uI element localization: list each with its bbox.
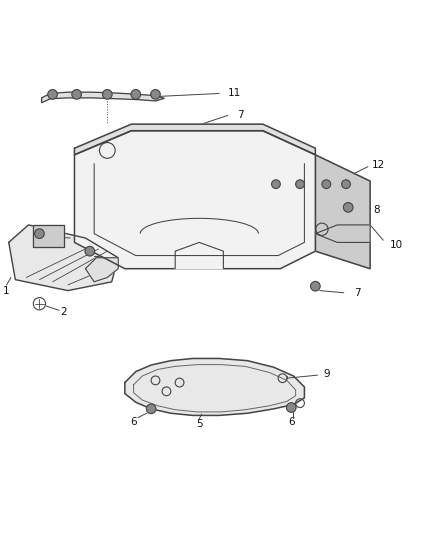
Circle shape — [48, 90, 57, 99]
Text: 4: 4 — [71, 233, 78, 243]
Text: 7: 7 — [353, 288, 360, 298]
Circle shape — [311, 281, 320, 291]
Polygon shape — [74, 124, 315, 155]
Circle shape — [151, 90, 160, 99]
Polygon shape — [175, 243, 223, 269]
Circle shape — [35, 229, 44, 238]
Text: 1: 1 — [3, 286, 10, 296]
Text: 11: 11 — [228, 88, 241, 99]
Text: 6: 6 — [130, 417, 137, 427]
Polygon shape — [125, 359, 304, 415]
Polygon shape — [9, 225, 118, 290]
Polygon shape — [267, 172, 350, 183]
Circle shape — [146, 404, 156, 414]
Text: 5: 5 — [196, 419, 203, 429]
Circle shape — [85, 246, 95, 256]
Circle shape — [343, 203, 353, 212]
Text: 7: 7 — [237, 110, 244, 120]
Polygon shape — [315, 155, 370, 269]
Text: 9: 9 — [323, 369, 330, 379]
Polygon shape — [85, 258, 118, 282]
Circle shape — [286, 403, 296, 413]
Circle shape — [342, 180, 350, 189]
Text: 3: 3 — [104, 253, 111, 263]
Circle shape — [72, 90, 81, 99]
Text: 12: 12 — [372, 160, 385, 170]
Polygon shape — [42, 92, 164, 103]
Circle shape — [272, 180, 280, 189]
Text: 6: 6 — [288, 417, 295, 427]
Circle shape — [131, 90, 141, 99]
Text: 2: 2 — [60, 308, 67, 318]
Polygon shape — [74, 131, 315, 269]
Circle shape — [102, 90, 112, 99]
Circle shape — [322, 180, 331, 189]
Text: 10: 10 — [390, 240, 403, 249]
Text: 8: 8 — [373, 205, 380, 215]
Polygon shape — [33, 225, 64, 247]
Polygon shape — [315, 225, 370, 243]
Circle shape — [296, 180, 304, 189]
